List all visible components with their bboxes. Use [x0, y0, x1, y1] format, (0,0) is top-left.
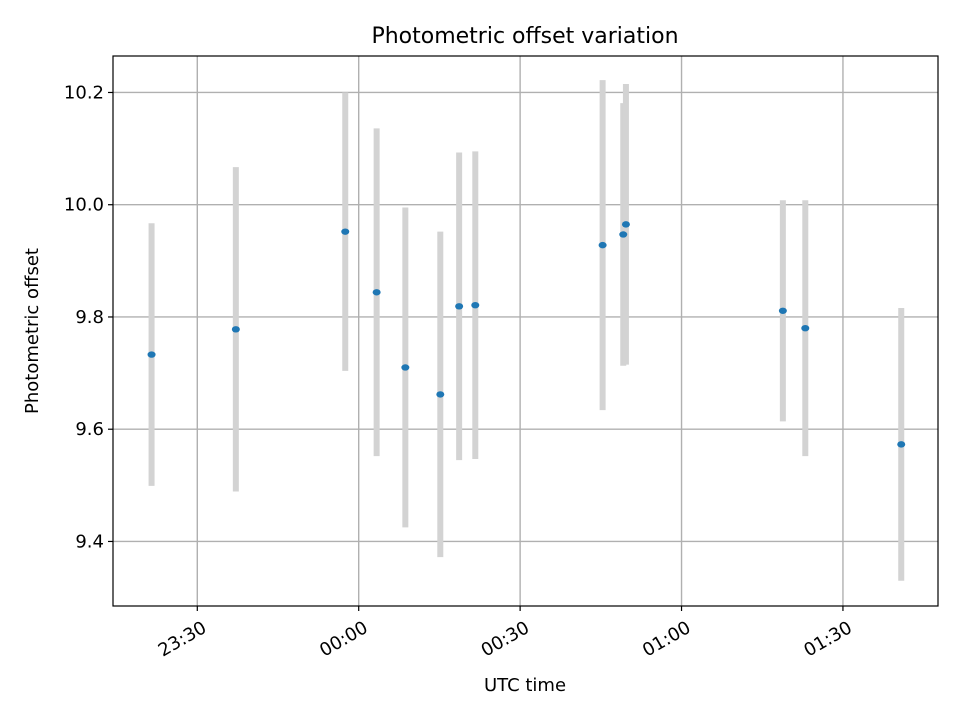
data-point: [778, 307, 787, 314]
x-tick-label: 00:00: [316, 617, 371, 661]
data-point: [401, 364, 410, 371]
data-point: [621, 221, 630, 228]
x-tick-label: 01:30: [800, 617, 855, 661]
data-point: [801, 324, 810, 332]
chart-title: Photometric offset variation: [371, 24, 678, 49]
data-point: [455, 303, 464, 310]
data-point: [619, 231, 628, 238]
data-point: [598, 241, 607, 249]
data-point: [897, 441, 906, 448]
x-axis-ticks: 23:30 00:00 00:30 01:00 01:30: [155, 606, 856, 661]
x-axis-label: UTC time: [484, 675, 566, 696]
y-axis-ticks: 9.4 9.6 9.8 10.0 10.2: [64, 82, 113, 552]
x-tick-label: 00:30: [478, 617, 533, 661]
y-tick-label: 10.0: [64, 195, 104, 216]
data-point: [341, 228, 350, 235]
y-tick-label: 9.8: [75, 307, 104, 328]
x-tick-label: 23:30: [155, 617, 210, 661]
data-point: [436, 391, 445, 398]
y-tick-label: 9.6: [75, 419, 104, 440]
y-tick-label: 9.4: [75, 531, 104, 552]
error-bars: [148, 80, 905, 581]
data-point: [147, 351, 156, 358]
y-tick-label: 10.2: [64, 82, 104, 103]
data-point: [231, 326, 240, 333]
grid: [113, 56, 938, 606]
data-points: [147, 221, 906, 448]
x-tick-label: 01:00: [639, 617, 694, 661]
data-point: [372, 289, 381, 296]
data-point: [471, 301, 480, 309]
plot-frame: [112, 55, 939, 607]
y-axis-label: Photometric offset: [22, 248, 43, 414]
